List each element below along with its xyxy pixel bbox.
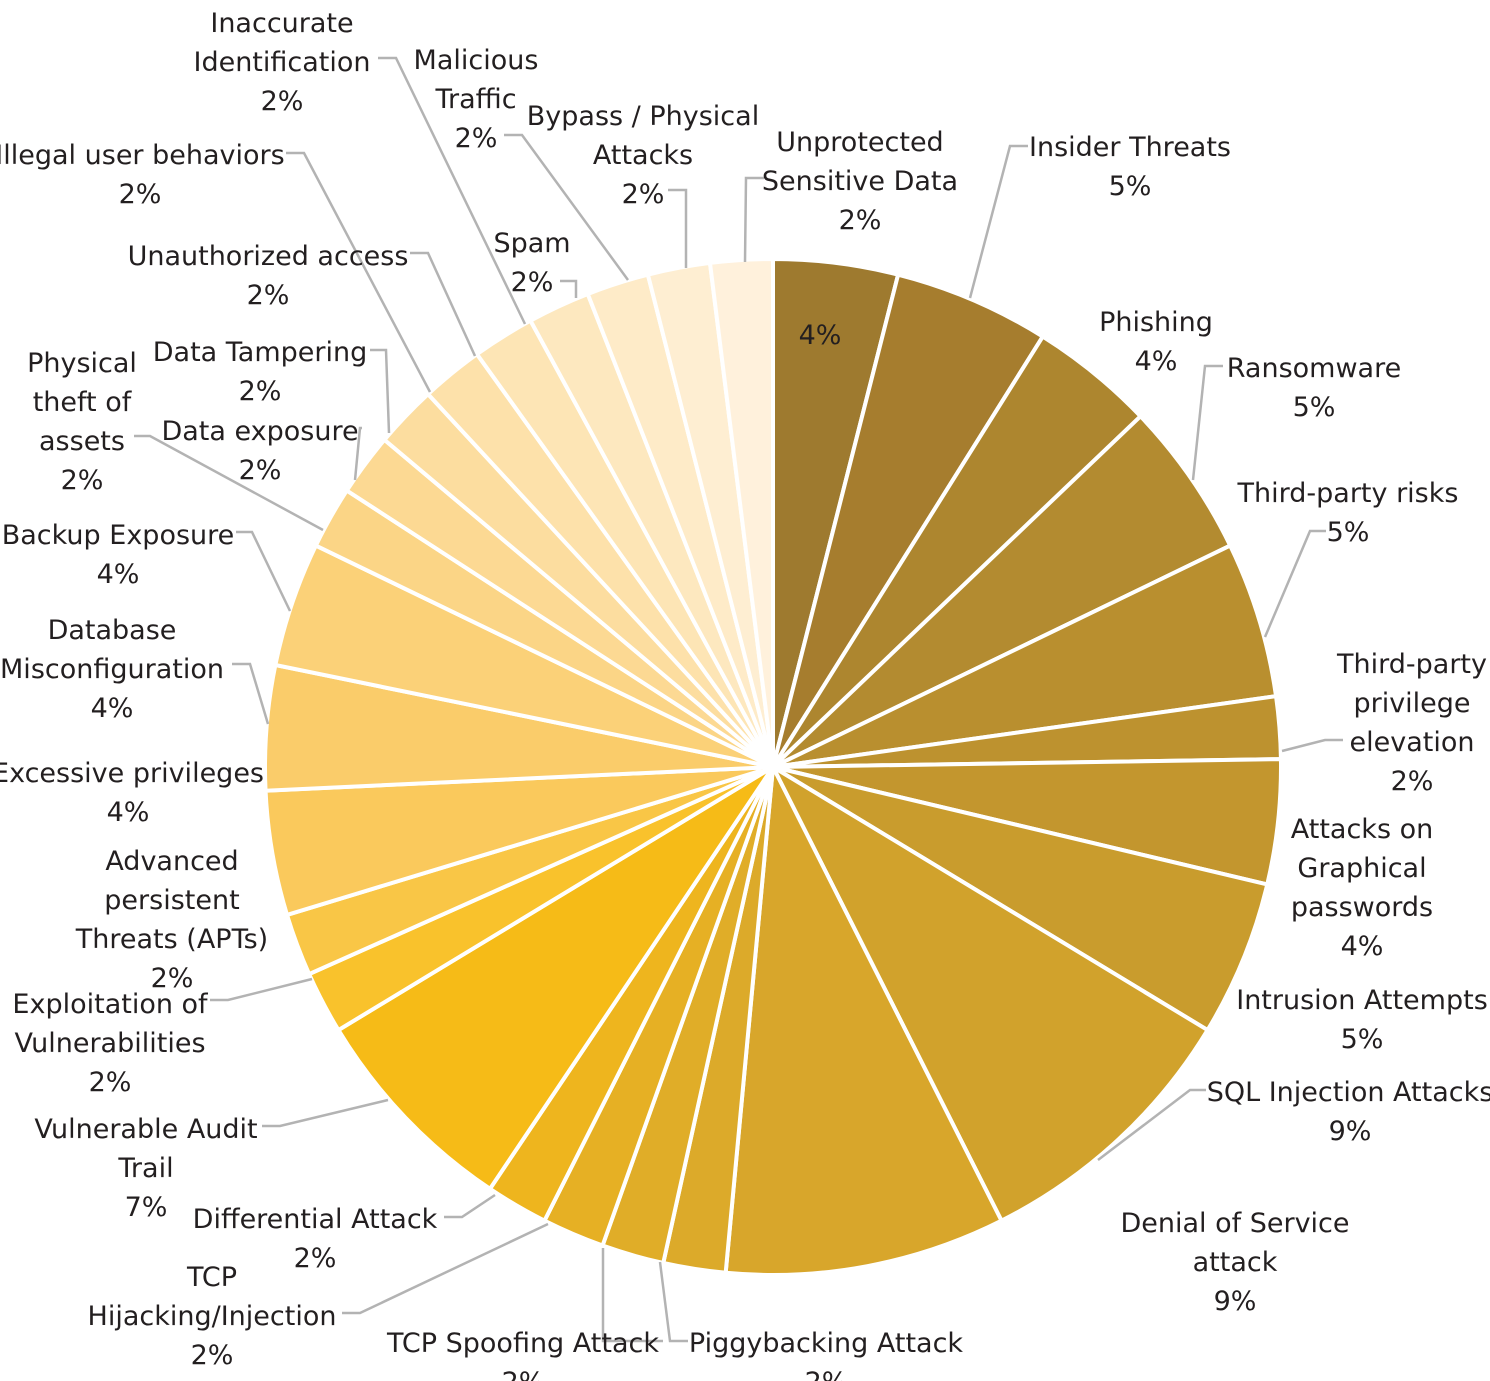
leader-line <box>370 348 391 434</box>
pie-slice <box>723 759 1005 1277</box>
slice-label: Advanced persistent Threats (APTs) 2% <box>75 846 268 994</box>
leader-line <box>286 151 432 393</box>
slice-label: Malicious Traffic 2% <box>414 45 539 154</box>
leader-line <box>262 1098 389 1128</box>
leader-line <box>232 662 270 725</box>
slice-label: Spam 2% <box>493 228 570 298</box>
slice-label: Third-party risks 5% <box>1237 478 1459 548</box>
slice-label: Bypass / Physical Attacks 2% <box>527 101 759 210</box>
slice-label: Unauthorized access 2% <box>128 241 409 311</box>
slice-label: Insider Threats 5% <box>1029 132 1231 202</box>
slice-label: Phishing 4% <box>1099 307 1213 377</box>
leader-line <box>968 144 1028 299</box>
pie-slice <box>768 761 1211 1224</box>
slice-label: Inaccurate Identification 2% <box>193 8 370 117</box>
leader-line <box>342 1222 549 1315</box>
slice-label: Vulnerable Audit Trail 7% <box>34 1114 257 1223</box>
slice-label: Excessive privileges 4% <box>0 758 264 828</box>
leader-line <box>1263 529 1326 638</box>
pie-slice <box>772 542 1279 769</box>
leader-line <box>444 1193 496 1219</box>
slice-label: SQL Injection Attacks 9% <box>1207 1077 1490 1147</box>
slice-label: Backup Exposure 4% <box>2 520 235 590</box>
leader-line <box>1191 364 1223 481</box>
pie-slice <box>771 765 1270 1033</box>
pie-slices <box>263 256 1283 1277</box>
leader-lines <box>134 56 1343 1343</box>
slice-label: Differential Attack 2% <box>193 1204 438 1274</box>
slice-label: Data exposure 2% <box>161 416 358 486</box>
slice-label: Physical theft of assets 2% <box>27 348 137 496</box>
pie-slice <box>335 765 775 1192</box>
leader-line <box>560 279 578 298</box>
slice-label: Unprotected Sensitive Data 2% <box>762 127 958 236</box>
slice-label: TCP Hijacking/Injection 2% <box>88 1262 337 1371</box>
leader-line <box>210 977 313 1002</box>
pie-slice <box>771 413 1233 769</box>
slice-label: Attacks on Graphical passwords 4% <box>1291 814 1433 962</box>
leader-line <box>353 426 362 481</box>
pie-slice <box>707 256 775 768</box>
leader-line <box>134 434 324 532</box>
leader-line <box>668 188 688 268</box>
pie-labels: 4% Insider Threats 5% Phishing 4% Ransomware 5… <box>0 8 1490 1381</box>
leader-line <box>658 1261 688 1343</box>
leader-line <box>601 1248 663 1343</box>
slice-label: Denial of Service attack 9% <box>1120 1208 1349 1317</box>
leader-line <box>1097 1088 1206 1161</box>
leader-line <box>236 530 292 612</box>
slice-label: Database Misconfiguration 4% <box>0 615 224 724</box>
slice-label: Intrusion Attempts 5% <box>1236 985 1488 1055</box>
pie-slice <box>771 272 1046 769</box>
leader-line <box>378 56 527 325</box>
slice-label: Data Tampering 2% <box>153 337 368 407</box>
slice-label: Third-party privilege elevation 2% <box>1336 649 1487 797</box>
slice-label: Ransomware 5% <box>1227 353 1401 423</box>
leader-line <box>1281 738 1343 753</box>
slice-label: Illegal user behaviors 2% <box>0 140 285 210</box>
slice-value-label: 4% <box>799 320 842 351</box>
leader-line <box>743 176 764 263</box>
slice-label: Exploitation of Vulnerabilities 2% <box>12 989 209 1098</box>
leader-line <box>504 133 630 281</box>
leader-line <box>410 251 477 357</box>
